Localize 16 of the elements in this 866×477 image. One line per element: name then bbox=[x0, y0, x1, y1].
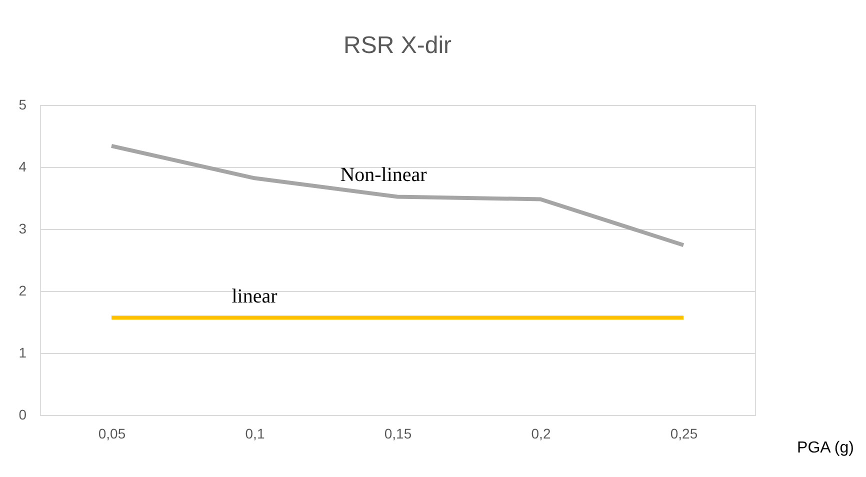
y-tick-label: 2 bbox=[18, 282, 27, 298]
y-tick-label: 0 bbox=[18, 406, 27, 422]
chart-title: RSR X-dir bbox=[343, 32, 452, 59]
series-label: linear bbox=[232, 286, 278, 308]
series-label: Non-linear bbox=[340, 164, 428, 186]
x-tick-label: 0,2 bbox=[531, 426, 551, 442]
x-tick-label: 0,05 bbox=[98, 426, 126, 442]
y-tick-label: 3 bbox=[18, 220, 27, 236]
y-tick-label: 5 bbox=[18, 96, 27, 112]
x-tick-label: 0,15 bbox=[384, 426, 412, 442]
x-tick-label: 0,25 bbox=[670, 426, 698, 442]
x-tick-label: 0,1 bbox=[245, 426, 265, 442]
x-axis-title: PGA (g) bbox=[797, 440, 854, 456]
line-series bbox=[110, 144, 686, 248]
y-tick-label: 4 bbox=[18, 158, 27, 174]
y-tick-label: 1 bbox=[18, 344, 27, 360]
